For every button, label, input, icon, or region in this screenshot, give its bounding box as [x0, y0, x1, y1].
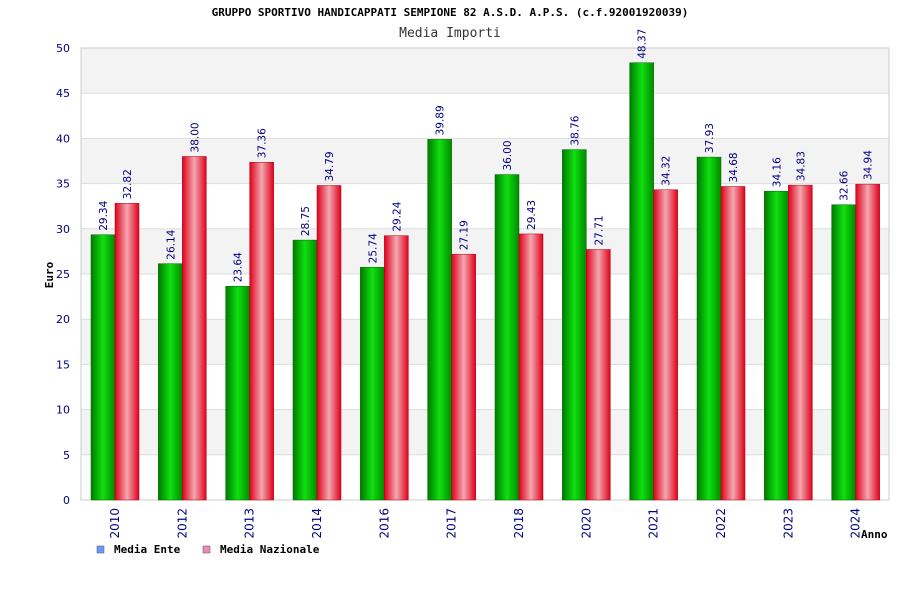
bar	[831, 204, 856, 501]
value-labels-group: 29.34 32.82 26.14 38.00 23.64 37.36 28.75 34.79…	[98, 29, 875, 283]
value-label: 34.32	[661, 156, 673, 186]
bar	[182, 156, 207, 501]
x-tick-label: 2017	[445, 508, 459, 539]
chart-title: GRUPPO SPORTIVO HANDICAPPATI SEMPIONE 82…	[212, 6, 689, 19]
bar	[629, 62, 654, 501]
y-tick-label: 10	[56, 404, 70, 417]
value-label: 29.43	[526, 200, 538, 230]
bar	[696, 156, 722, 501]
plot-band	[81, 454, 889, 500]
bar	[764, 190, 789, 501]
chart-subtitle: Media Importi	[399, 26, 501, 41]
bar	[788, 184, 813, 501]
y-tick-label: 15	[56, 358, 70, 371]
bar	[427, 139, 452, 501]
value-label: 38.76	[569, 115, 581, 145]
plot-background	[81, 48, 889, 500]
bar	[225, 286, 250, 501]
bar	[158, 263, 183, 501]
y-tick-label: 0	[63, 494, 70, 507]
plot-band	[81, 274, 889, 320]
value-label: 23.64	[233, 252, 245, 282]
bar	[360, 267, 385, 501]
value-label: 34.68	[728, 152, 740, 182]
y-tick-label: 35	[56, 178, 70, 191]
bar	[653, 189, 678, 501]
value-label: 32.82	[122, 169, 134, 199]
x-tick-label: 2020	[579, 508, 593, 539]
legend-swatch	[202, 545, 211, 554]
legend-label: Media Ente	[114, 543, 181, 556]
x-tick-label: 2023	[781, 508, 795, 539]
x-axis-label: Anno	[861, 528, 888, 541]
y-axis-label: Euro	[43, 261, 56, 288]
plot-band	[81, 228, 889, 274]
value-label: 27.19	[459, 220, 471, 250]
bar	[586, 249, 611, 501]
value-label: 39.89	[435, 105, 447, 135]
value-label: 26.14	[165, 229, 177, 259]
bar	[249, 162, 274, 501]
value-label: 37.93	[704, 123, 716, 153]
value-label: 38.00	[189, 122, 201, 152]
value-label: 29.24	[391, 201, 403, 231]
bar	[855, 183, 880, 501]
plot-border	[80, 47, 890, 501]
bars-group	[90, 62, 880, 501]
plot-band	[81, 364, 889, 410]
x-tick-label: 2021	[647, 508, 661, 539]
y-tick-label: 50	[56, 42, 70, 55]
value-label: 34.79	[324, 151, 336, 181]
bar	[451, 253, 476, 501]
value-label: 28.75	[300, 206, 312, 236]
plot-band	[81, 183, 889, 229]
value-label: 32.66	[839, 170, 851, 200]
bar	[292, 239, 318, 501]
y-tick-label: 5	[63, 449, 70, 462]
value-label: 25.74	[367, 233, 379, 263]
bar	[114, 203, 140, 501]
bar	[562, 149, 587, 501]
plot-band	[81, 48, 889, 94]
x-axis-ticks: 2010 2012 2013 2014 2016 2017 2018 2020 2021 2022…	[108, 508, 863, 539]
x-tick-label: 2014	[310, 508, 324, 539]
x-tick-label: 2013	[243, 508, 257, 539]
y-tick-label: 20	[56, 313, 70, 326]
x-tick-label: 2016	[377, 508, 391, 539]
bar	[494, 174, 520, 501]
value-label: 34.94	[863, 150, 875, 180]
x-tick-label: 2024	[849, 508, 863, 539]
x-tick-label: 2022	[714, 508, 728, 539]
bar	[720, 186, 746, 501]
value-label: 27.71	[593, 215, 605, 245]
y-axis-ticks: 0 5 10 15 20 25 30 35 40 45 50	[56, 42, 70, 507]
y-tick-label: 45	[56, 87, 70, 100]
bar	[90, 234, 116, 501]
x-tick-label: 2012	[175, 508, 189, 539]
plot-band	[81, 319, 889, 365]
plot-band	[81, 138, 889, 184]
value-label: 34.16	[771, 157, 783, 187]
bar	[316, 185, 342, 501]
y-tick-label: 25	[56, 268, 70, 281]
x-tick-label: 2018	[512, 508, 526, 539]
legend-swatch	[96, 545, 105, 554]
y-tick-label: 30	[56, 223, 70, 236]
value-label: 29.34	[98, 200, 110, 230]
value-label: 34.83	[795, 151, 807, 181]
plot-band	[81, 409, 889, 455]
value-label: 48.37	[637, 29, 649, 59]
value-label: 37.36	[257, 128, 269, 158]
y-tick-label: 40	[56, 132, 70, 145]
grid-lines	[80, 47, 890, 501]
bar	[518, 233, 544, 501]
plot-band	[81, 93, 889, 139]
bar	[384, 235, 409, 501]
legend: Media Ente Media Nazionale	[96, 543, 320, 556]
legend-label: Media Nazionale	[220, 543, 320, 556]
x-tick-label: 2010	[108, 508, 122, 539]
value-label: 36.00	[502, 140, 514, 170]
